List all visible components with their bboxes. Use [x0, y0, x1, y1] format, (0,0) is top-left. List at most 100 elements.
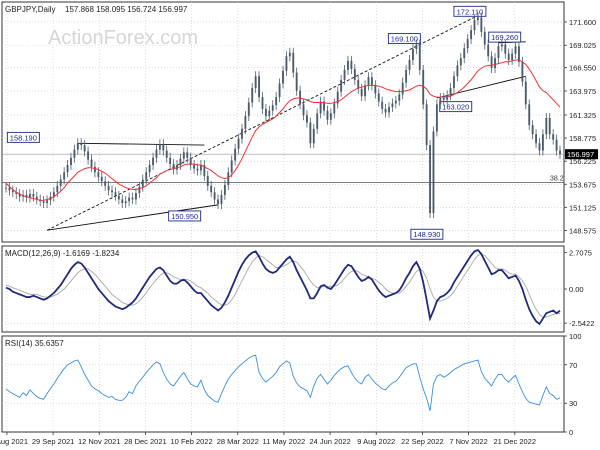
price-candle-body: [152, 157, 154, 166]
price-candle-body: [292, 52, 295, 73]
price-candle-body: [203, 165, 206, 176]
x-tick-label: 12 Nov 2021: [78, 437, 121, 446]
price-candle-body: [470, 30, 473, 40]
price-candle-body: [353, 69, 356, 80]
price-candle-body: [288, 52, 291, 57]
rsi-grid: [2, 336, 564, 432]
price-candle-body: [394, 100, 397, 104]
price-annotations: 38.2 158.190 150.950 172.110 169.100 169.260 1…: [2, 5, 598, 240]
price-candle-body: [145, 172, 148, 180]
price-candle-body: [476, 17, 479, 21]
price-candle-body: [367, 77, 370, 86]
price-candle-body: [306, 115, 308, 123]
price-candle-body: [241, 128, 243, 139]
price-candle-body: [97, 172, 100, 177]
price-candle-body: [206, 175, 209, 186]
price-candle-body: [230, 160, 233, 173]
price-candle-body: [329, 113, 332, 120]
price-level-label-box: [6, 131, 40, 143]
price-candle-body: [459, 58, 462, 66]
price-candle-body: [179, 158, 182, 166]
price-candle-body: [42, 201, 45, 204]
y-tick-label: 151.125: [569, 203, 596, 212]
signal-line: [5, 253, 561, 318]
price-candle-body: [487, 44, 490, 57]
price-candle-body: [333, 103, 336, 114]
price-candle-body: [193, 165, 196, 169]
price-candle-body: [141, 179, 144, 187]
price-candle-body: [350, 60, 353, 70]
price-candle-body: [111, 190, 113, 193]
price-candle-body: [90, 159, 93, 167]
price-level-label: 158.190: [10, 133, 37, 142]
price-candle-body: [521, 61, 524, 82]
price-candle-body: [117, 195, 120, 200]
price-candle-body: [456, 65, 459, 77]
current-price-box: [565, 149, 598, 160]
price-candle-body: [251, 88, 254, 103]
resistance-line: [77, 142, 205, 146]
price-candle-body: [483, 31, 486, 45]
price-candle-body: [490, 56, 493, 69]
y-tick-label: 148.575: [569, 226, 596, 235]
price-panel: ActionForex.com 171.600 169.025 166.550 163…: [1, 1, 598, 243]
price-candle-body: [381, 101, 384, 109]
price-level-label: 148.930: [413, 230, 440, 239]
price-candle-body: [524, 81, 527, 105]
y-tick-label: 169.025: [569, 41, 596, 50]
watermark: ActionForex.com: [48, 27, 198, 49]
price-candle-body: [18, 194, 21, 197]
price-candle-body: [360, 88, 363, 97]
price-candle-body: [87, 151, 90, 160]
price-candle-body: [340, 79, 343, 92]
price-candle-body: [138, 186, 141, 194]
y-tick-label: 2.7075: [569, 249, 592, 258]
price-candle-body: [107, 185, 110, 191]
price-level-label: 169.260: [491, 33, 518, 42]
ohlc-readout: 157.868 158.095 156.724 156.997: [65, 5, 188, 14]
price-candle-body: [285, 56, 288, 71]
price-candle-body: [93, 166, 96, 173]
price-candle-body: [258, 76, 260, 98]
price-candle-body: [282, 70, 284, 84]
price-candle-body: [429, 145, 431, 214]
price-candle-body: [507, 53, 510, 60]
price-candle-body: [388, 107, 390, 113]
y-tick-label: 0: [569, 428, 573, 437]
price-candle-body: [275, 97, 278, 106]
price-candle-body: [80, 143, 83, 146]
price-candle-body: [271, 105, 274, 111]
price-candle-body: [234, 148, 237, 161]
price-candle-body: [15, 192, 18, 194]
price-candle-body: [196, 168, 199, 171]
y-tick-label: 153.675: [569, 180, 596, 189]
price-candle-body: [189, 157, 192, 166]
price-candle-body: [155, 149, 158, 158]
price-candle-body: [408, 59, 411, 70]
price-candle-body: [121, 199, 124, 204]
price-candle-body: [415, 44, 418, 50]
price-candle-body: [494, 58, 496, 69]
price-panel-frame: [1, 1, 565, 243]
price-candle-body: [473, 20, 476, 31]
price-series: [5, 12, 561, 218]
price-level-label-box: [410, 228, 444, 240]
rsi-y-axis: 100 70 30 0: [564, 332, 582, 437]
price-candle-body: [268, 110, 271, 117]
y-tick-label: 171.600: [569, 18, 596, 27]
price-candle-body: [158, 144, 161, 150]
price-candle-body: [29, 194, 31, 198]
price-candle-body: [391, 103, 394, 108]
price-candle-body: [432, 131, 435, 214]
x-tick-label: 11 May 2022: [263, 437, 306, 446]
price-candle-body: [264, 108, 267, 117]
price-candle-body: [500, 44, 503, 47]
price-candle-body: [384, 108, 387, 113]
price-candle-body: [217, 199, 219, 204]
y-tick-label: 0.00: [569, 285, 584, 294]
price-candle-body: [63, 172, 66, 180]
price-candle-body: [548, 117, 551, 135]
price-candle-body: [377, 93, 380, 102]
price-candle-body: [213, 192, 216, 200]
